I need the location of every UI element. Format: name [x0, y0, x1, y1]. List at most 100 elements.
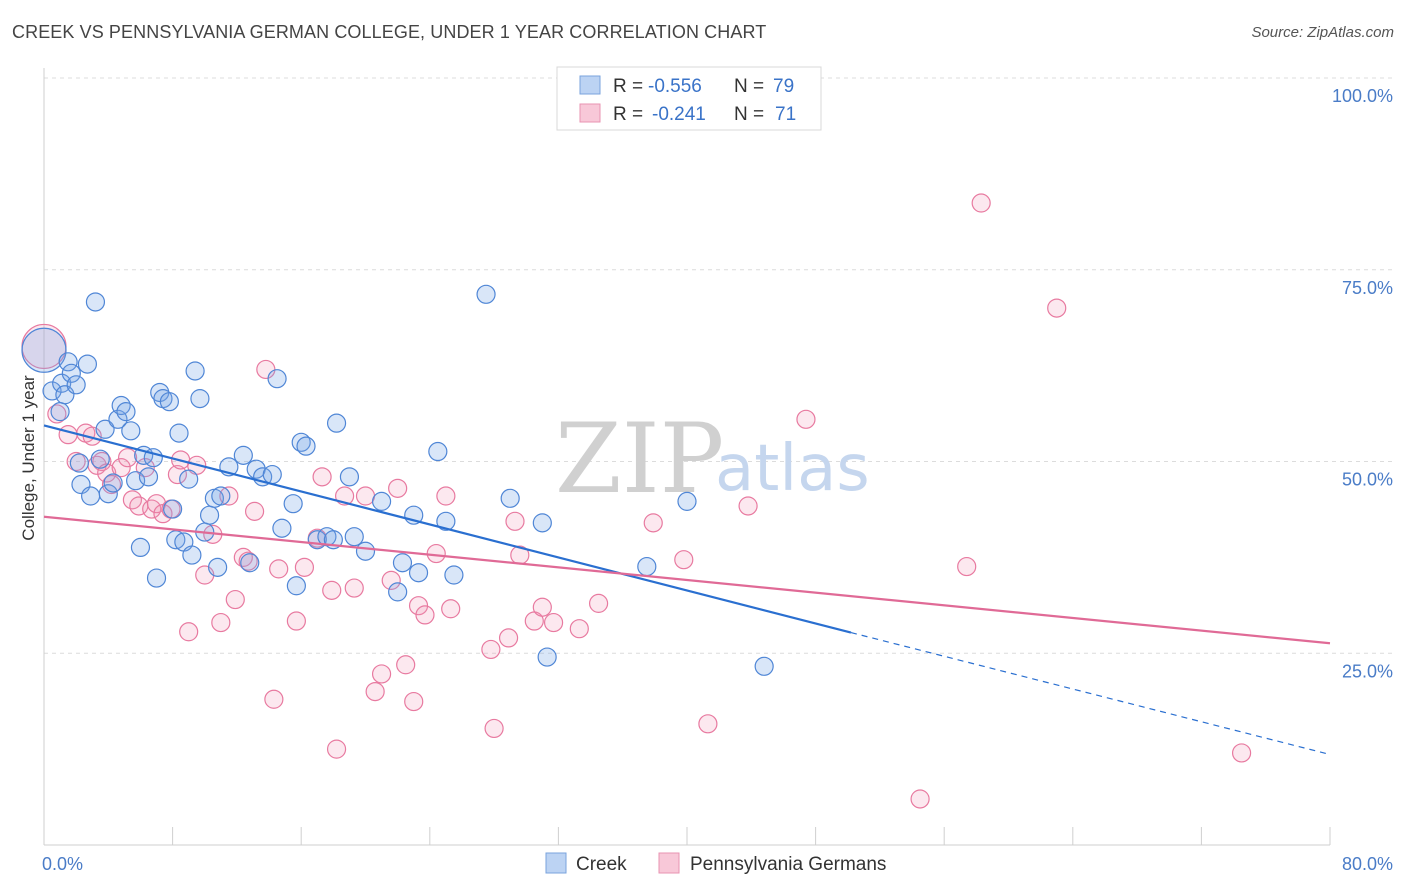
pa-german-point-55	[484, 718, 504, 739]
creek-point-22	[130, 537, 151, 558]
pa-german-point-72	[1047, 298, 1067, 318]
creek-point-64	[392, 553, 413, 573]
pa-german-point-19	[167, 464, 188, 485]
creek-point-50	[272, 518, 292, 538]
creek-point-5	[58, 352, 78, 372]
creek-point-63	[388, 582, 408, 602]
creek-point-68	[436, 511, 456, 531]
creek-point-73	[537, 647, 557, 667]
pa-german-point-60	[532, 597, 552, 617]
legend-pa-german-label: Pennsylvania Germans	[690, 854, 886, 875]
pa-german-point-11	[117, 448, 138, 468]
creek-point-71	[500, 488, 520, 508]
legend-creek-label: Creek	[576, 854, 627, 875]
creek-point-61	[355, 541, 376, 561]
pa-german-point-71	[971, 193, 991, 213]
pa-german-n-value: 71	[775, 104, 796, 125]
creek-point-75	[677, 491, 697, 511]
pa-german-point-2	[58, 425, 78, 445]
pa-german-point-68	[796, 409, 816, 429]
pa-german-point-57	[505, 511, 525, 531]
creek-point-24	[138, 467, 159, 487]
series-legend: Creek Pennsylvania Germans	[545, 852, 886, 875]
y-tick-label-3: 100.0%	[1332, 86, 1393, 106]
pa-german-point-43	[365, 681, 385, 702]
pa-german-point-64	[643, 513, 663, 533]
creek-point-41	[208, 557, 228, 577]
creek-n-value: 79	[773, 76, 794, 97]
creek-trend-extension	[850, 631, 1331, 756]
creek-point-35	[182, 545, 202, 565]
pa-german-point-70	[957, 556, 977, 577]
creek-point-60	[344, 527, 364, 547]
creek-point-44	[233, 445, 253, 465]
pa-german-point-45	[381, 570, 401, 590]
pa-german-point-32	[264, 689, 284, 709]
y-tick-label-0: 25.0%	[1342, 661, 1393, 681]
legend-pa-german-swatch	[658, 852, 680, 874]
pa-german-point-66	[698, 714, 718, 734]
creek-point-52	[286, 576, 306, 596]
stats-legend: R = -0.556 N = 79 R = -0.241 N = 71	[556, 66, 822, 131]
creek-point-42	[211, 486, 231, 506]
pa-german-point-63	[588, 593, 609, 613]
chart-title: CREEK VS PENNSYLVANIA GERMAN COLLEGE, UN…	[12, 22, 767, 42]
creek-point-59	[339, 467, 360, 487]
creek-point-15	[98, 484, 118, 504]
pa-german-point-41	[344, 578, 364, 598]
y-tick-label-2: 75.0%	[1342, 278, 1393, 298]
creek-point-69	[444, 565, 464, 585]
legend-creek-swatch	[545, 852, 567, 874]
creek-point-11	[81, 486, 101, 506]
watermark-zip: ZIP	[555, 403, 724, 515]
pa-german-point-61	[543, 612, 564, 633]
pa-german-point-51	[426, 543, 446, 564]
watermark-atlas: atlas	[715, 432, 870, 506]
pa-german-point-62	[569, 619, 589, 639]
creek-point-70	[476, 284, 496, 304]
pa-german-point-3	[66, 451, 86, 472]
creek-r-value: -0.556	[648, 76, 702, 97]
creek-point-58	[326, 413, 347, 433]
creek-point-45	[240, 553, 260, 573]
y-tick-label-1: 50.0%	[1342, 470, 1393, 490]
creek-point-16	[103, 473, 123, 493]
x-tick-label-1: 80.0%	[1342, 854, 1393, 874]
creek-point-49	[267, 369, 287, 389]
pa-german-r-label: R =	[613, 104, 643, 125]
creek-point-39	[199, 505, 220, 525]
creek-point-72	[532, 513, 552, 533]
pa-german-point-21	[179, 622, 199, 642]
pa-german-point-25	[211, 612, 231, 633]
pa-german-point-56	[498, 628, 519, 648]
pa-german-point-48	[404, 691, 424, 712]
creek-point-26	[146, 568, 167, 588]
pa-german-point-42	[355, 486, 376, 506]
creek-point-21	[126, 471, 146, 491]
creek-n-label: N =	[734, 76, 764, 97]
creek-trend-line	[43, 424, 852, 634]
pennsylvania-germans-points	[21, 193, 1252, 809]
creek-point-34	[179, 469, 199, 489]
creek-point-20	[121, 421, 141, 441]
creek-point-3	[52, 373, 72, 393]
creek-point-67	[428, 441, 448, 462]
pa-german-point-46	[388, 478, 408, 498]
creek-point-76	[754, 656, 774, 676]
pa-german-point-67	[738, 496, 758, 516]
pa-german-point-53	[441, 599, 461, 619]
pa-german-point-54	[481, 639, 501, 660]
pa-german-point-10	[111, 458, 131, 478]
creek-point-1	[42, 381, 62, 401]
creek-point-37	[190, 389, 210, 409]
creek-point-54	[296, 436, 316, 456]
creek-point-6	[61, 363, 81, 383]
stats-legend-box	[556, 66, 822, 131]
creek-point-66	[408, 563, 429, 583]
pa-german-point-69	[910, 789, 930, 809]
source-label: Source: ZipAtlas.com	[1251, 24, 1394, 41]
tick-labels: 25.0% 50.0% 75.0% 100.0% 0.0% 80.0%	[42, 86, 1393, 874]
creek-point-74	[637, 556, 657, 577]
pa-german-point-26	[219, 486, 239, 506]
